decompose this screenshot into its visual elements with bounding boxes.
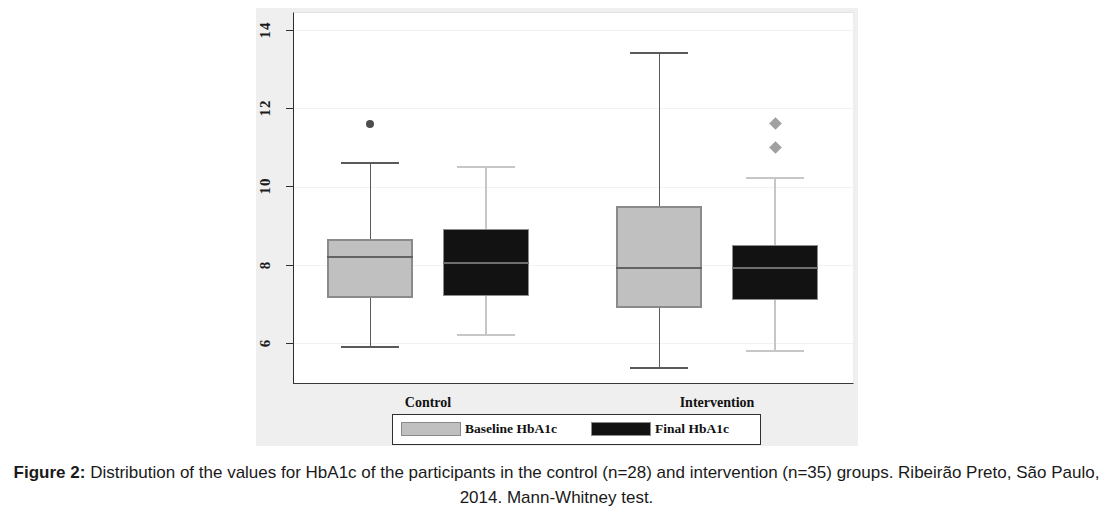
figure-caption-text: Distribution of the values for HbA1c of … <box>85 463 1099 507</box>
whisker-cap <box>457 166 515 168</box>
x-axis-label-intervention: Intervention <box>680 395 755 411</box>
whisker-stem <box>774 178 776 245</box>
y-tick-label: 14 <box>257 10 273 50</box>
y-tick-mark <box>286 343 293 344</box>
median-line <box>616 267 702 269</box>
x-axis-label-control: Control <box>405 395 451 411</box>
gridline <box>294 30 853 31</box>
whisker-stem <box>659 308 660 369</box>
boxplot-chart: 6 8 10 12 14 Control Intervention Baseline HbA1… <box>256 8 858 446</box>
y-tick-mark <box>286 186 293 187</box>
gridline <box>294 108 853 109</box>
whisker-cap <box>746 350 804 352</box>
legend-swatch-baseline-hba1c <box>401 422 461 436</box>
whisker-cap <box>630 52 688 54</box>
y-tick-label: 12 <box>257 88 273 128</box>
legend: Baseline HbA1c Final HbA1c <box>392 414 761 445</box>
whisker-cap <box>341 162 399 164</box>
whisker-stem <box>485 296 487 335</box>
gridline <box>294 187 853 188</box>
legend-swatch-final-hba1c <box>591 422 651 436</box>
median-line <box>327 256 413 258</box>
y-tick-mark <box>286 30 293 31</box>
y-tick-label: 10 <box>257 166 273 206</box>
whisker-cap <box>341 346 399 348</box>
legend-label-baseline-hba1c: Baseline HbA1c <box>465 421 557 437</box>
median-line <box>732 267 818 269</box>
box-final-hba1c-intervention <box>732 245 818 300</box>
figure-page: 6 8 10 12 14 Control Intervention Baseline HbA1… <box>0 0 1113 524</box>
median-line <box>443 262 529 264</box>
figure-caption: Figure 2: Distribution of the values for… <box>0 460 1113 510</box>
whisker-stem <box>370 163 371 239</box>
box-baseline-hba1c-control <box>327 239 413 298</box>
whisker-stem <box>485 167 487 230</box>
y-tick-label: 6 <box>257 323 273 363</box>
box-baseline-hba1c-intervention <box>616 206 702 308</box>
whisker-cap <box>457 334 515 336</box>
whisker-cap <box>746 177 804 179</box>
y-tick-mark <box>286 265 293 266</box>
whisker-stem <box>659 53 660 206</box>
gridline <box>294 343 853 344</box>
whisker-cap <box>630 367 688 369</box>
whisker-stem <box>774 300 776 351</box>
y-tick-mark <box>286 108 293 109</box>
y-tick-label: 8 <box>257 245 273 285</box>
outlier-marker <box>366 120 374 128</box>
figure-number-label: Figure 2: <box>14 463 86 482</box>
whisker-stem <box>370 298 371 347</box>
plot-area <box>293 12 854 384</box>
legend-label-final-hba1c: Final HbA1c <box>655 421 729 437</box>
